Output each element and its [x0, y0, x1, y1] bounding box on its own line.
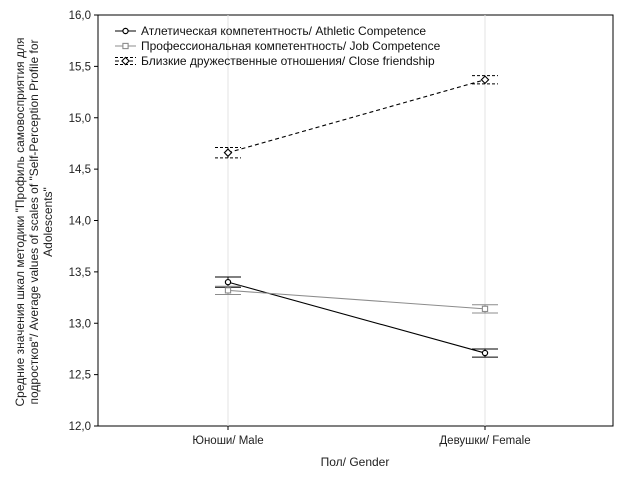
- y-tick-label: 12,5: [69, 370, 91, 382]
- x-axis-ticks: Юноши/ Male Девушки/ Female: [192, 426, 531, 447]
- series-line: [227, 79, 486, 154]
- y-axis-label: Средние значения шкал методики "Профиль …: [13, 38, 55, 407]
- series-2: [215, 285, 498, 314]
- data-point: [224, 287, 232, 294]
- series-3: [215, 75, 498, 159]
- data-point: [481, 349, 489, 357]
- data-point: [224, 278, 232, 286]
- y-axis-label-line: Средние значения шкал методики "Профиль …: [13, 38, 27, 407]
- y-axis-label-line: подростков"/ Average values of scales of…: [27, 40, 41, 405]
- legend: Атлетическая компетентность/ Athletic Co…: [115, 24, 441, 68]
- x-tick-label: Юноши/ Male: [192, 435, 263, 447]
- y-tick-label: 13,0: [69, 318, 91, 330]
- legend-marker: [122, 27, 129, 35]
- plot-area: [97, 14, 614, 427]
- y-tick-label: 15,5: [69, 61, 91, 73]
- series-line: [227, 289, 486, 310]
- legend-marker: [121, 56, 130, 66]
- data-point: [480, 75, 490, 85]
- legend-marker: [122, 42, 129, 50]
- x-tick-label: Девушки/ Female: [439, 435, 530, 447]
- x-axis-label: Пол/ Gender: [321, 455, 390, 469]
- series-group: [215, 75, 498, 358]
- legend-label: Близкие дружественные отношения/ Close f…: [141, 54, 435, 68]
- legend-item-2: Профессиональная компетентность/ Job Com…: [115, 39, 441, 53]
- y-axis-label-line: Adolescents": [41, 187, 55, 257]
- y-axis-label-group: Средние значения шкал методики "Профиль …: [13, 38, 55, 407]
- y-tick-label: 12,0: [69, 421, 91, 433]
- y-tick-label: 14,5: [69, 164, 91, 176]
- legend-label: Атлетическая компетентность/ Athletic Co…: [141, 24, 426, 38]
- y-axis-ticks: 12,0 12,5 13,0 13,5 14,0 14,5 15,0 15,5 16,0: [69, 10, 98, 433]
- legend-item-1: Атлетическая компетентность/ Athletic Co…: [115, 24, 426, 38]
- y-tick-label: 16,0: [69, 10, 91, 22]
- legend-label: Профессиональная компетентность/ Job Com…: [141, 39, 441, 53]
- y-tick-label: 15,0: [69, 113, 91, 125]
- data-point: [481, 305, 489, 313]
- y-tick-label: 14,0: [69, 216, 91, 228]
- data-point: [223, 148, 233, 158]
- legend-item-3: Близкие дружественные отношения/ Close f…: [115, 54, 435, 68]
- y-tick-label: 13,5: [69, 267, 91, 279]
